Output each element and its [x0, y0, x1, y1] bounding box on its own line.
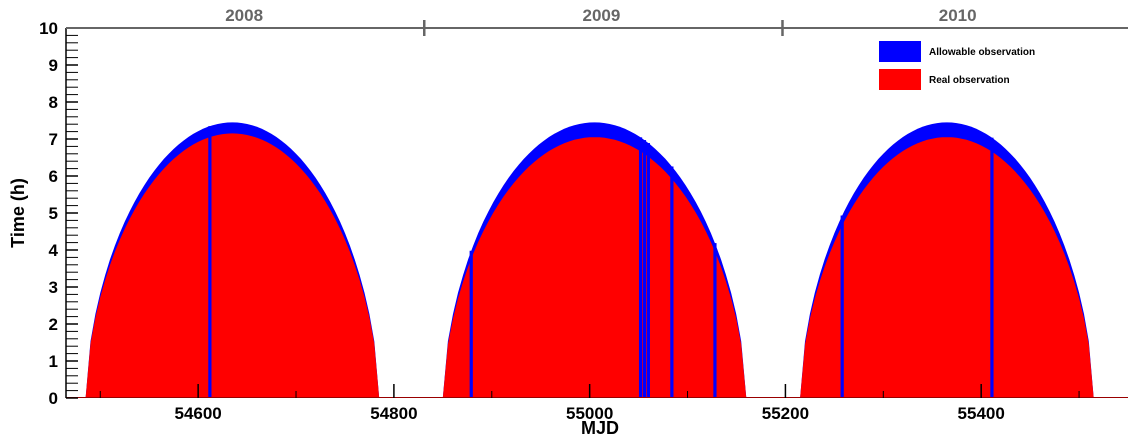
observation-gap-8 — [840, 215, 844, 398]
real-observation-area-3 — [800, 137, 1094, 398]
year-label: 2009 — [582, 6, 620, 25]
y-tick-label: 2 — [49, 315, 58, 334]
x-axis: 54600 54800 55000 55200 55400 — [99, 384, 1080, 423]
x-axis-title: MJD — [581, 418, 619, 438]
observation-gap-4 — [642, 140, 647, 399]
y-tick-label: 1 — [49, 352, 58, 371]
y-tick-label: 4 — [49, 241, 59, 260]
observation-gap-2 — [469, 250, 473, 398]
year-label: 2010 — [939, 6, 977, 25]
real-observation-area-1 — [85, 133, 380, 398]
x-tick-label: 55400 — [958, 404, 1005, 423]
y-axis: 0 1 2 3 4 5 6 7 8 9 10 — [39, 19, 78, 408]
observation-gap-3 — [638, 137, 643, 398]
y-axis-title: Time (h) — [8, 178, 28, 248]
x-tick-label: 55200 — [762, 404, 809, 423]
plot-marks — [66, 122, 1128, 399]
legend-swatch — [879, 41, 921, 62]
observation-gap-9 — [990, 137, 994, 398]
top-year-axis: 2008 2009 2010 — [66, 6, 1128, 36]
legend-swatch — [879, 69, 921, 90]
y-tick-label: 8 — [49, 93, 58, 112]
year-label: 2008 — [225, 6, 263, 25]
y-tick-label: 7 — [49, 130, 58, 149]
legend-label: Real observation — [929, 75, 1010, 86]
x-tick-label: 54800 — [370, 404, 417, 423]
observation-gap-1 — [208, 126, 212, 398]
real-observation-area-2 — [442, 137, 747, 398]
y-tick-label: 0 — [49, 389, 58, 408]
y-tick-label: 5 — [49, 204, 58, 223]
x-tick-label: 55000 — [566, 404, 613, 423]
y-tick-label: 6 — [49, 167, 58, 186]
legend-label: Allowable observation — [929, 47, 1035, 58]
y-tick-label: 9 — [49, 56, 58, 75]
x-tick-label: 54600 — [174, 404, 221, 423]
y-tick-label: 3 — [49, 278, 58, 297]
observation-gap-5 — [646, 143, 650, 398]
observation-gap-7 — [713, 243, 717, 398]
observation-gap-6 — [670, 166, 674, 398]
legend: Allowable observation Real observation — [879, 41, 1035, 90]
y-tick-label: 10 — [39, 19, 58, 38]
